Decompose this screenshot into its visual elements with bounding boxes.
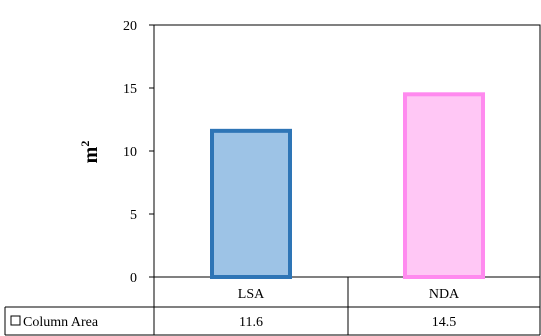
- bar-nda: [403, 92, 485, 279]
- legend-label-column-area: Column Area: [23, 315, 99, 330]
- y-tick-label: 0: [130, 271, 137, 286]
- y-axis-title-superscript: 2: [78, 141, 92, 147]
- y-tick-label: 5: [130, 208, 137, 223]
- y-axis-title: m2: [78, 141, 102, 164]
- y-tick-label: 20: [123, 19, 137, 34]
- value-cell-lsa: 11.6: [239, 315, 263, 330]
- y-axis-ticks: 0 5 10 15 20: [123, 19, 154, 286]
- value-cell-nda: 14.5: [432, 315, 457, 330]
- legend-key-column-area: [10, 315, 21, 326]
- y-axis-title-base: m: [80, 146, 102, 163]
- category-label-lsa: LSA: [238, 287, 265, 302]
- bar-lsa: [210, 128, 292, 279]
- data-table: LSA NDA Column Area 11.6 14.5: [4, 277, 541, 336]
- y-tick-label: 15: [123, 82, 137, 97]
- y-tick-label: 10: [123, 145, 137, 160]
- category-label-nda: NDA: [429, 287, 460, 302]
- bars-group: [210, 92, 485, 279]
